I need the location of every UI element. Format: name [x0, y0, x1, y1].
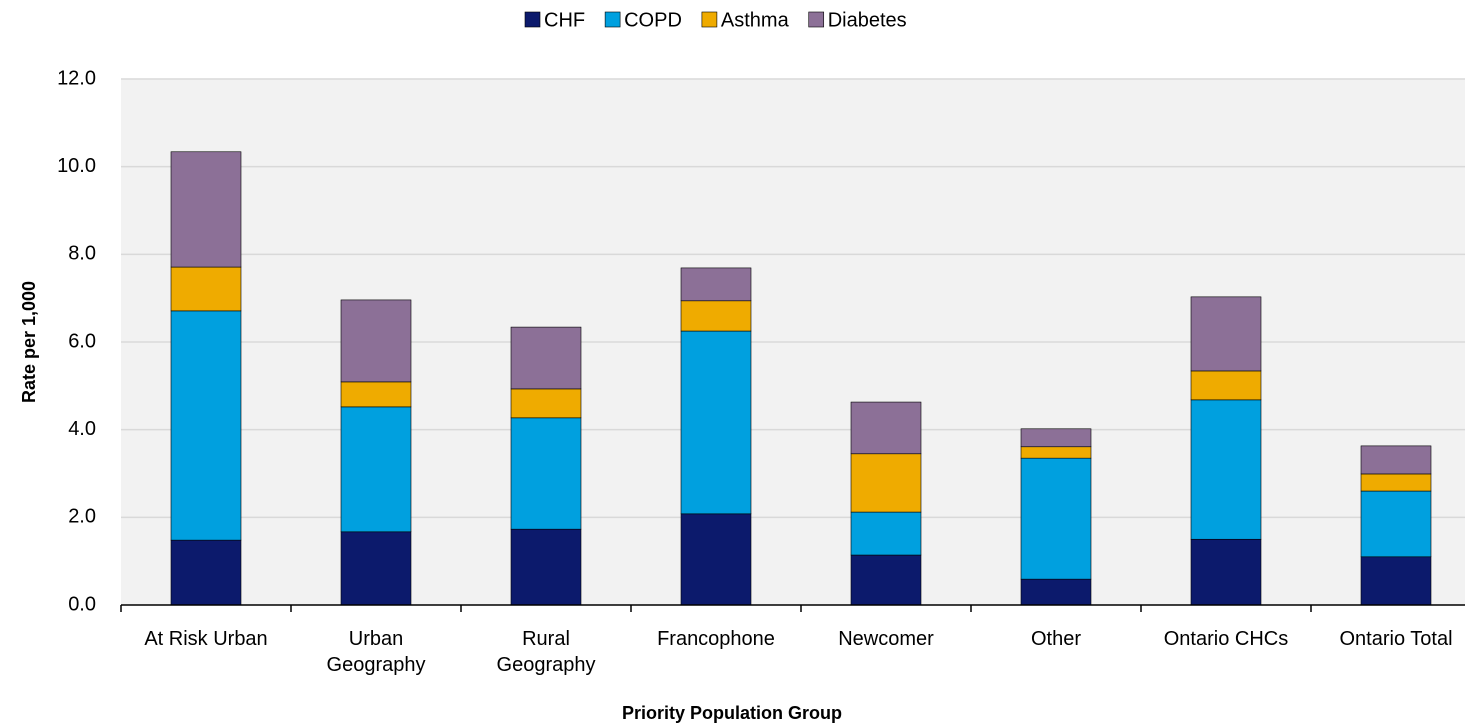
legend-label: Asthma	[721, 9, 790, 31]
bar-segment	[1360, 473, 1432, 492]
bar-segment	[850, 554, 922, 606]
bar-segment	[340, 299, 412, 383]
bar-segment	[1360, 490, 1432, 558]
x-axis-title: Priority Population Group	[622, 703, 842, 723]
y-tick-label: 6.0	[68, 330, 96, 352]
x-tick-label: Ontario Total	[1339, 628, 1453, 650]
bar-segment	[1020, 578, 1092, 606]
bar-segment	[1190, 296, 1262, 372]
bar-segment	[340, 381, 412, 408]
y-tick-label: 0.0	[68, 593, 96, 615]
bar-segment	[680, 300, 752, 332]
x-tick-label: Newcomer	[838, 628, 934, 650]
bar-segment	[680, 267, 752, 302]
legend-label: Diabetes	[828, 9, 907, 31]
legend-label: CHF	[544, 9, 585, 31]
bar-segment	[340, 406, 412, 533]
bar-segment	[510, 326, 582, 390]
bar-segment	[1190, 370, 1262, 401]
legend-label: COPD	[624, 9, 682, 31]
bar-segment	[680, 513, 752, 606]
bar-segment	[1020, 428, 1092, 448]
bar-segment	[170, 266, 242, 312]
y-tick-label: 2.0	[68, 506, 96, 528]
bar-segment	[1360, 445, 1432, 475]
legend-swatch	[808, 11, 825, 28]
bar-segment	[510, 528, 582, 606]
bar-segment	[850, 511, 922, 556]
bar-segment	[170, 151, 242, 268]
bar-segment	[850, 453, 922, 513]
bar-segment	[170, 539, 242, 606]
bar-segment	[1020, 457, 1092, 580]
x-tick-label: Other	[1030, 628, 1082, 650]
x-tick-label: Urban Geography	[326, 628, 426, 676]
bar-segment	[680, 330, 752, 515]
bar-segment	[1190, 399, 1262, 540]
y-tick-label: 4.0	[68, 418, 96, 440]
x-tick-label: At Risk Urban	[144, 628, 268, 650]
bar-segment	[1190, 538, 1262, 606]
x-tick-label: Rural Geography	[496, 628, 596, 676]
x-tick-label: Francophone	[657, 628, 775, 650]
y-tick-label: 10.0	[57, 155, 96, 177]
y-axis-title: Rate per 1,000	[19, 281, 39, 403]
y-tick-label: 12.0	[57, 67, 96, 89]
legend-swatch	[604, 11, 621, 28]
legend-swatch	[701, 11, 718, 28]
bar-segment	[510, 417, 582, 530]
bar-segment	[340, 531, 412, 606]
bar-segment	[1360, 556, 1432, 606]
legend-swatch	[524, 11, 541, 28]
y-tick-label: 8.0	[68, 243, 96, 265]
x-tick-label: Ontario CHCs	[1163, 628, 1289, 650]
bar-segment	[850, 401, 922, 455]
bar-segment	[1020, 446, 1092, 459]
bar-segment	[510, 388, 582, 419]
bar-segment	[170, 310, 242, 541]
